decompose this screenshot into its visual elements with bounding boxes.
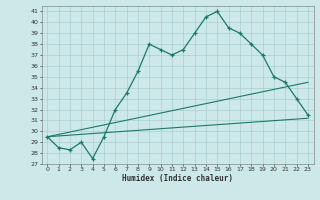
X-axis label: Humidex (Indice chaleur): Humidex (Indice chaleur) (122, 174, 233, 183)
